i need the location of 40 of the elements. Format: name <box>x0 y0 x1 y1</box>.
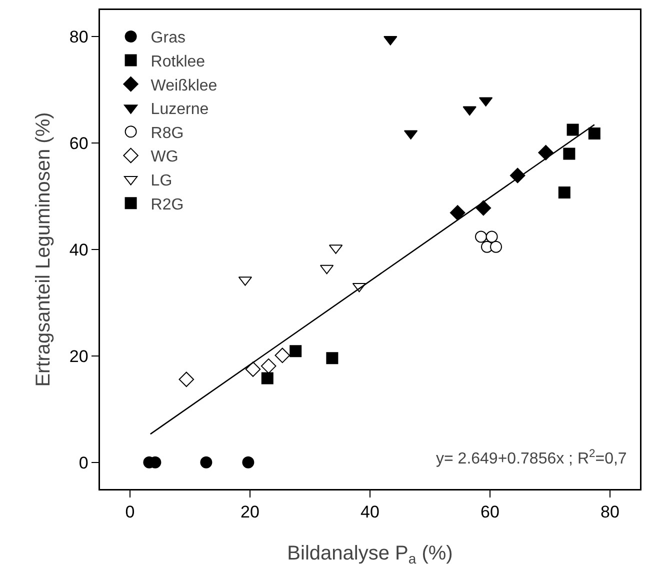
point <box>588 127 600 140</box>
point <box>538 144 554 160</box>
point <box>475 230 487 243</box>
x-tick-label: 20 <box>240 502 260 522</box>
x-tick-label: 80 <box>600 502 620 522</box>
point <box>326 352 338 364</box>
y-axis-title: Ertragsanteil Leguminosen (%) <box>32 112 55 387</box>
legend-label: WG <box>150 148 178 166</box>
legend-label: LG <box>150 172 172 190</box>
legend-label: R2G <box>150 196 184 214</box>
y-tick-label: 80 <box>69 28 88 47</box>
x-tick-label: 0 <box>125 502 135 522</box>
x-tick-label: 60 <box>480 502 500 522</box>
legend-label: Luzerne <box>150 101 209 118</box>
point <box>274 348 290 364</box>
point <box>245 362 261 377</box>
point <box>261 372 274 384</box>
point <box>200 456 212 468</box>
y-tick-label: 40 <box>69 240 88 260</box>
x-tick-label: 40 <box>360 502 380 522</box>
legend-label: R8G <box>150 124 184 142</box>
legend-label: Rotklee <box>150 54 206 71</box>
point <box>462 106 476 116</box>
point <box>486 230 498 243</box>
legend-label: Weißklee <box>150 77 218 94</box>
x-axis-title: Bildanalyse P$_{a}$ (%) <box>287 542 453 566</box>
annotation: y= 2.649+0.7856x ; R$^{2}$=0,7 <box>436 448 627 468</box>
point <box>290 345 302 358</box>
point <box>490 240 502 253</box>
point <box>242 456 254 468</box>
point <box>178 372 194 388</box>
point <box>566 124 579 136</box>
y-tick-label: 20 <box>69 346 88 366</box>
y-tick-label: 60 <box>69 134 88 154</box>
point <box>563 148 576 160</box>
y-tick-label: 0 <box>78 453 88 472</box>
point <box>450 205 466 220</box>
legend-label: Gras <box>150 30 186 47</box>
point <box>260 358 276 374</box>
point <box>558 186 570 199</box>
